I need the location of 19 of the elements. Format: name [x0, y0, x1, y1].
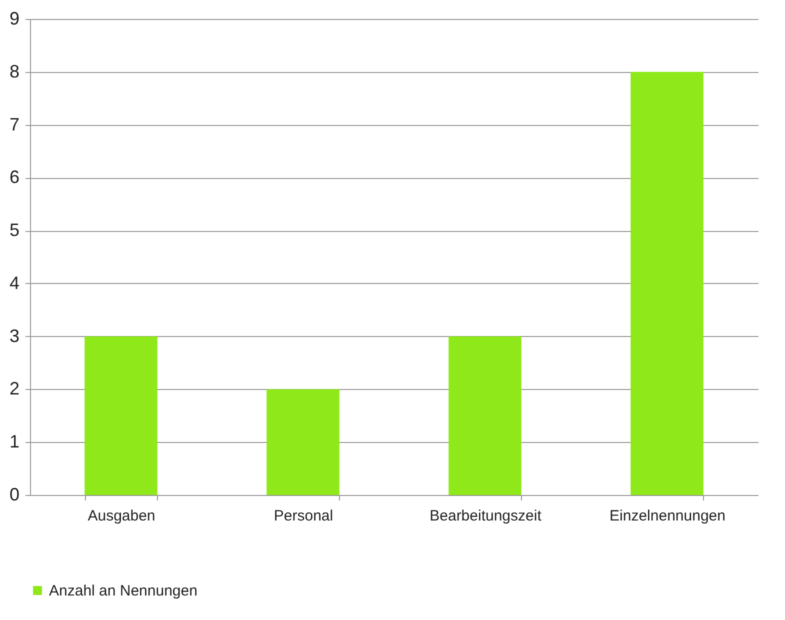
- y-tick-label: 9: [9, 8, 20, 28]
- x-tick-label: Bearbeitungszeit: [430, 508, 542, 524]
- x-tick-label: Personal: [274, 508, 334, 524]
- y-tick-label: 1: [9, 432, 20, 452]
- legend-label: Anzahl an Nennungen: [49, 582, 198, 600]
- bar: [266, 389, 340, 495]
- y-tick-label: 6: [9, 167, 20, 188]
- y-tick-label: 4: [9, 272, 20, 293]
- bar: [84, 336, 158, 495]
- y-tick-label: 0: [9, 484, 20, 504]
- bar: [448, 336, 522, 495]
- y-tick-label: 3: [9, 326, 20, 346]
- x-tick-label: Ausgaben: [88, 508, 156, 524]
- y-tick-label: 8: [9, 61, 20, 82]
- x-tick-label: Einzelnennungen: [610, 508, 726, 524]
- bar: [630, 72, 704, 495]
- y-tick-label: 2: [9, 378, 20, 399]
- y-tick-label: 5: [9, 220, 20, 240]
- y-tick-label: 7: [9, 114, 20, 134]
